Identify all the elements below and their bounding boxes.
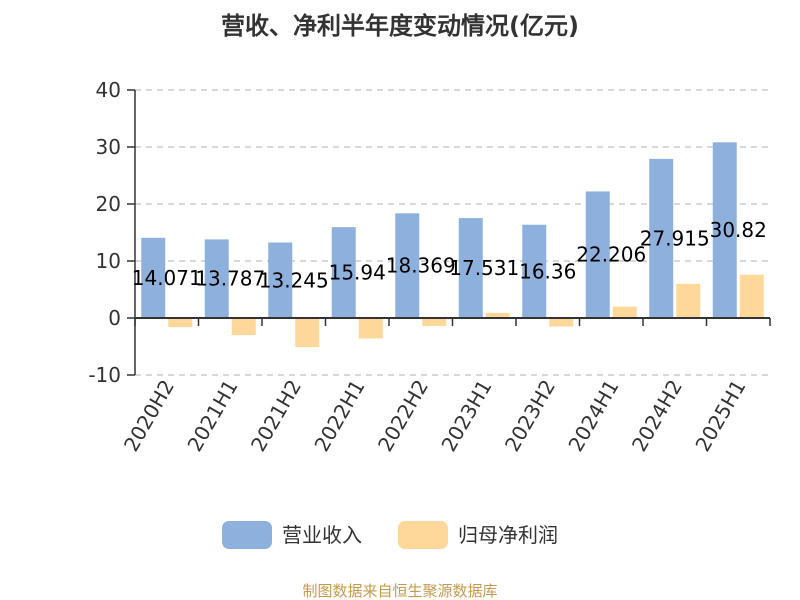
bar-revenue[interactable] — [204, 239, 229, 318]
x-tick-label: 2021H1 — [182, 376, 242, 456]
bar-revenue[interactable] — [649, 158, 674, 318]
data-label-revenue: 16.36 — [519, 259, 576, 283]
source-note: 制图数据来自恒生聚源数据库 — [302, 582, 497, 600]
data-label-revenue: 22.206 — [576, 243, 646, 267]
legend-item-net-profit[interactable]: 归母净利润 — [398, 521, 558, 549]
bar-net-profit[interactable] — [549, 318, 574, 327]
bar-revenue[interactable] — [331, 227, 356, 318]
legend-label: 营业收入 — [282, 523, 362, 547]
bar-net-profit[interactable] — [295, 318, 320, 348]
bar-revenue[interactable] — [585, 191, 610, 318]
bar-net-profit[interactable] — [168, 318, 193, 328]
x-tick-label: 2022H2 — [373, 376, 433, 456]
data-label-revenue: 13.245 — [259, 268, 329, 292]
bar-net-profit[interactable] — [485, 312, 510, 318]
bar-net-profit[interactable] — [739, 274, 764, 318]
bar-revenue[interactable] — [712, 142, 737, 318]
x-tick-label: 2020H2 — [119, 376, 179, 456]
bar-revenue[interactable] — [522, 224, 547, 318]
y-tick-label: 30 — [96, 135, 121, 159]
x-tick-label: 2023H2 — [500, 376, 560, 456]
x-tick-label: 2025H1 — [690, 376, 750, 456]
legend-swatch — [398, 521, 448, 549]
y-tick-label: 10 — [96, 249, 121, 273]
x-tick-label: 2024H2 — [627, 376, 687, 456]
bar-revenue[interactable] — [141, 237, 166, 318]
legend-item-revenue[interactable]: 营业收入 — [222, 521, 362, 549]
legend-swatch — [222, 521, 272, 549]
bar-net-profit[interactable] — [231, 318, 256, 336]
data-label-revenue: 17.531 — [449, 256, 519, 280]
y-tick-label: 20 — [96, 192, 121, 216]
bars — [141, 142, 764, 348]
legend[interactable]: 营业收入 归母净利润 — [222, 521, 558, 549]
bar-net-profit[interactable] — [612, 306, 637, 318]
data-label-revenue: 15.94 — [329, 261, 386, 285]
bar-net-profit[interactable] — [358, 318, 383, 339]
data-label-revenue: 18.369 — [386, 254, 456, 278]
data-label-revenue: 14.071 — [132, 266, 202, 290]
bar-net-profit[interactable] — [676, 283, 701, 318]
bar-revenue[interactable] — [458, 218, 483, 318]
y-tick-label: -10 — [88, 363, 121, 387]
x-tick-label: 2021H2 — [246, 376, 306, 456]
x-tick-label: 2022H1 — [309, 376, 369, 456]
bar-net-profit[interactable] — [422, 318, 447, 326]
x-tick-label: 2023H1 — [436, 376, 496, 456]
data-label-revenue: 27.915 — [640, 226, 710, 250]
data-label-revenue: 30.82 — [710, 218, 767, 242]
chart-title: 营收、净利半年度变动情况(亿元) — [221, 12, 579, 40]
x-tick-label: 2024H1 — [563, 376, 623, 456]
y-tick-label: 40 — [96, 78, 121, 102]
bar-revenue[interactable] — [395, 213, 420, 318]
y-tick-label: 0 — [108, 306, 121, 330]
bar-revenue[interactable] — [268, 242, 293, 318]
legend-label: 归母净利润 — [458, 523, 558, 547]
data-label-revenue: 13.787 — [195, 267, 265, 291]
